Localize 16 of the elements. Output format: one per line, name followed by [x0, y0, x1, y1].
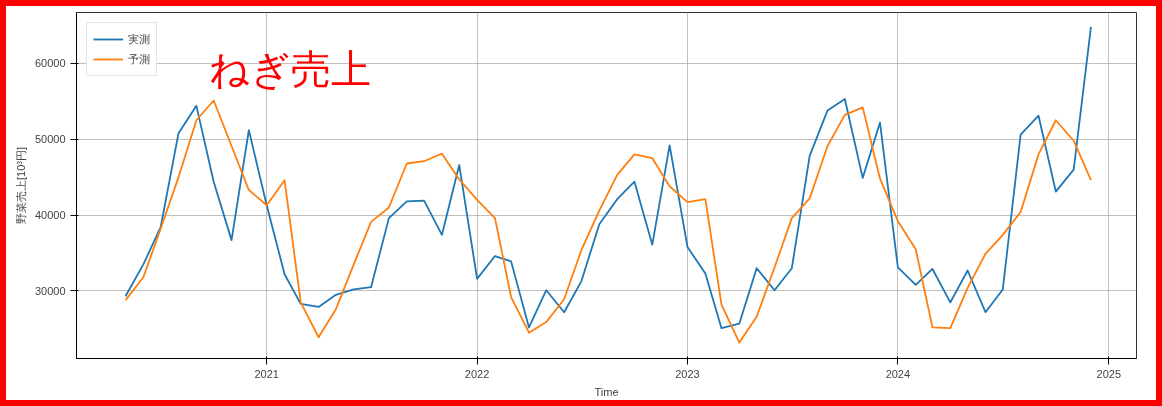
y-tick-label: 60000 [34, 57, 66, 70]
y-tick-label: 30000 [34, 284, 66, 297]
text: ねぎ売上 [208, 45, 371, 92]
y-axis-title: 野菜売上[10³円] [14, 146, 27, 225]
x-tick-label: 2023 [675, 367, 700, 380]
x-tick-label: 2022 [464, 367, 490, 380]
x-tick-label: 2025 [1096, 367, 1122, 380]
line-series [124, 99, 1092, 344]
x-tick-label: 2021 [254, 367, 279, 380]
x-axis-title: Time [594, 385, 619, 398]
legend-label: 実測 [128, 31, 150, 47]
y-tick-label: 50000 [34, 133, 66, 146]
legend-label: 予測 [128, 51, 150, 67]
x-tick-label: 2024 [885, 367, 911, 380]
line-series [124, 26, 1092, 330]
y-tick-label: 40000 [34, 209, 66, 222]
